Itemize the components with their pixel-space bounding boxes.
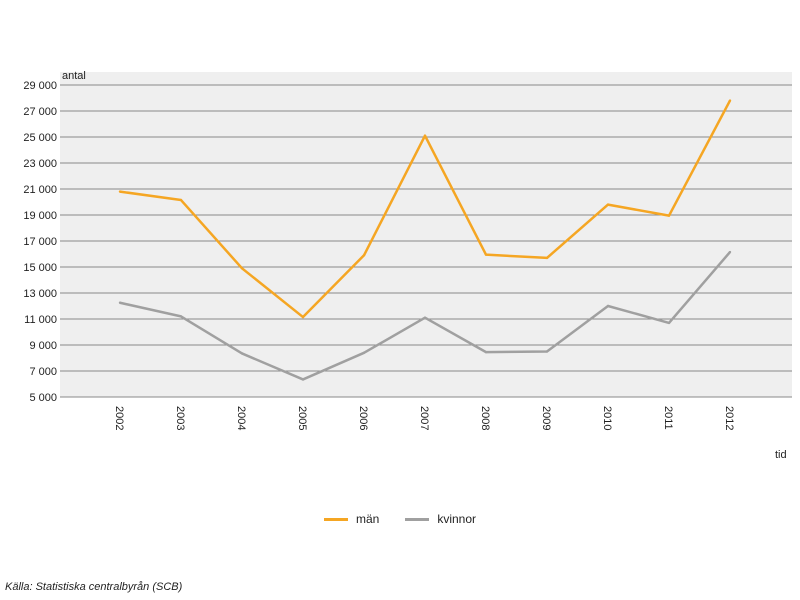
series-lines bbox=[118, 99, 732, 381]
legend-label: män bbox=[355, 512, 380, 526]
x-axis-label: tid bbox=[775, 449, 787, 461]
y-tick-label: 9 000 bbox=[29, 340, 57, 352]
x-tick-labels: 2002 2003 2004 2005 2006 2007 2008 2009 2010 2011… bbox=[113, 406, 735, 430]
y-tick-labels: 5 000 7 000 9 000 11 000 13 000 15 000 17 000 1… bbox=[23, 80, 57, 404]
y-tick-label: 25 000 bbox=[23, 132, 57, 144]
y-tick-label: 27 000 bbox=[23, 106, 57, 118]
x-tick-label: 2002 bbox=[113, 406, 125, 430]
x-tick-label: 2009 bbox=[540, 406, 552, 430]
y-tick-label: 15 000 bbox=[23, 262, 57, 274]
y-axis-label: antal bbox=[62, 70, 86, 82]
data-point bbox=[362, 351, 366, 354]
data-point bbox=[728, 250, 732, 254]
line-chart: 5 000 7 000 9 000 11 000 13 000 15 000 17 000 1… bbox=[23, 70, 792, 461]
data-point bbox=[484, 253, 488, 256]
legend-swatch bbox=[323, 517, 348, 521]
data-point bbox=[118, 190, 122, 193]
data-point bbox=[667, 214, 671, 217]
y-tick-label: 5 000 bbox=[29, 392, 57, 404]
data-point bbox=[179, 198, 183, 202]
data-point bbox=[728, 99, 732, 102]
data-point bbox=[423, 316, 427, 319]
data-point bbox=[240, 352, 244, 355]
data-point bbox=[179, 315, 183, 318]
data-point bbox=[301, 315, 305, 319]
data-point bbox=[240, 267, 244, 270]
legend-item-kvinnor[interactable]: kvinnor bbox=[405, 512, 476, 526]
x-tick-label: 2012 bbox=[723, 406, 735, 430]
gridlines bbox=[60, 84, 792, 398]
data-point bbox=[545, 350, 549, 353]
plot-area bbox=[60, 72, 792, 397]
y-tick-label: 11 000 bbox=[24, 314, 57, 326]
y-tick-label: 17 000 bbox=[23, 236, 57, 248]
y-tick-label: 13 000 bbox=[23, 288, 57, 300]
x-tick-label: 2010 bbox=[601, 406, 613, 430]
x-tick-label: 2005 bbox=[296, 406, 308, 430]
y-tick-label: 7 000 bbox=[29, 366, 57, 378]
x-tick-label: 2007 bbox=[418, 406, 430, 430]
source-note: Källa: Statistiska centralbyrån (SCB) bbox=[5, 581, 183, 593]
data-point bbox=[484, 350, 488, 354]
data-point bbox=[606, 304, 610, 308]
legend-swatch bbox=[405, 517, 430, 521]
data-point bbox=[118, 301, 122, 304]
data-point bbox=[606, 203, 610, 206]
y-tick-label: 29 000 bbox=[23, 80, 57, 92]
y-tick-label: 19 000 bbox=[23, 210, 57, 222]
data-point bbox=[423, 134, 427, 137]
y-tick-label: 23 000 bbox=[23, 158, 57, 170]
legend-item-man[interactable]: män bbox=[323, 512, 380, 526]
x-tick-label: 2006 bbox=[357, 406, 369, 430]
data-point bbox=[545, 256, 549, 260]
data-point bbox=[301, 378, 305, 381]
x-tick-label: 2008 bbox=[479, 406, 491, 430]
legend-label: kvinnor bbox=[437, 512, 477, 526]
x-tick-label: 2003 bbox=[174, 406, 186, 430]
y-tick-label: 21 000 bbox=[23, 184, 57, 196]
x-tick-label: 2004 bbox=[235, 406, 247, 430]
data-point bbox=[667, 321, 671, 325]
data-point bbox=[362, 254, 366, 257]
x-tick-label: 2011 bbox=[662, 406, 674, 430]
legend: män kvinnor bbox=[0, 512, 800, 526]
